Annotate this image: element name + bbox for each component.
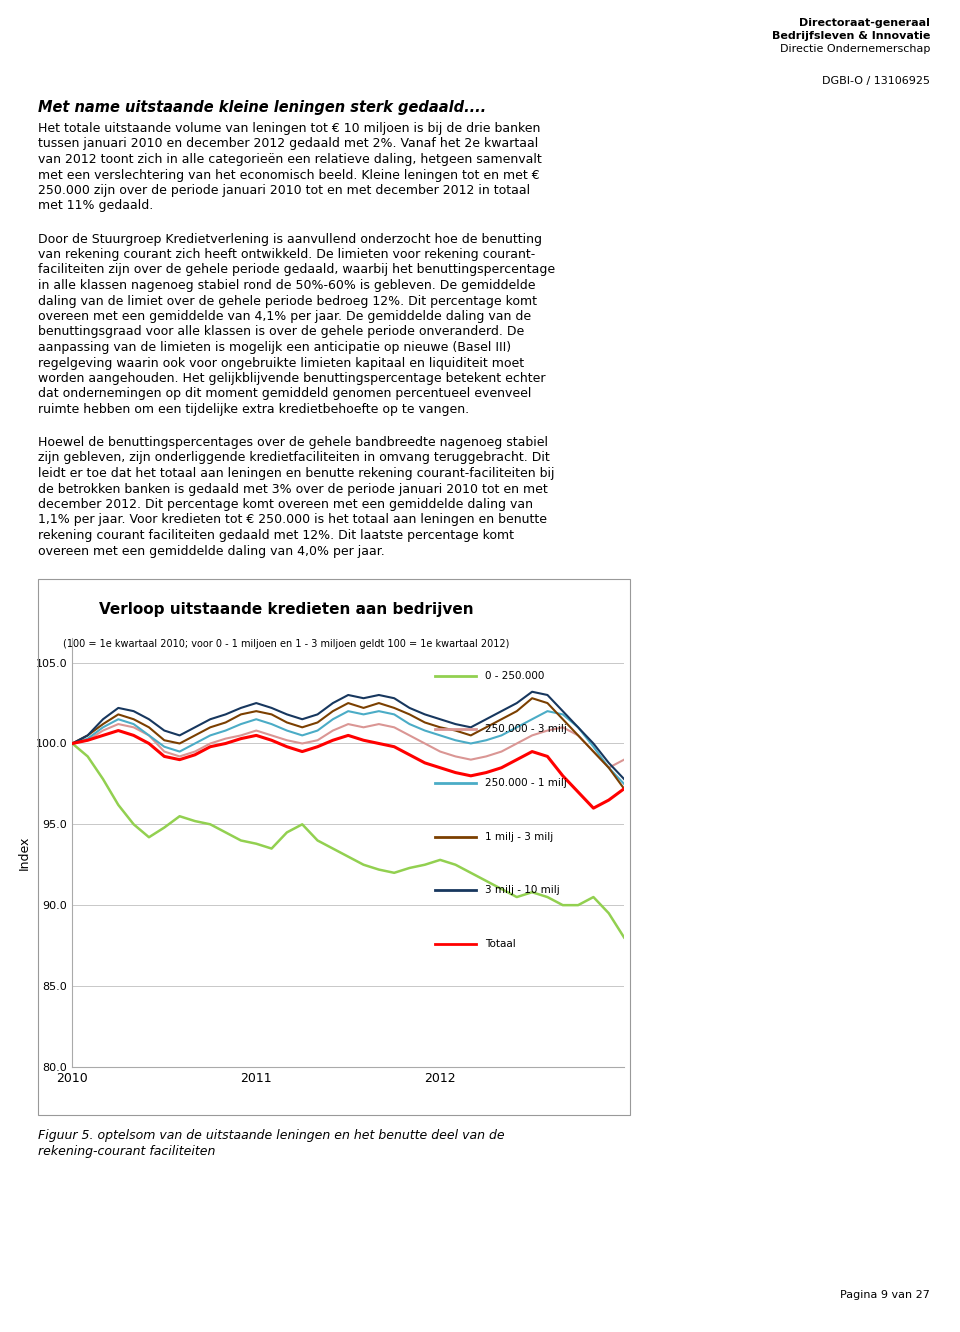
Text: december 2012. Dit percentage komt overeen met een gemiddelde daling van: december 2012. Dit percentage komt overe…: [38, 498, 533, 511]
Text: Totaal: Totaal: [485, 939, 516, 948]
Text: rekening courant faciliteiten gedaald met 12%. Dit laatste percentage komt: rekening courant faciliteiten gedaald me…: [38, 529, 514, 542]
Text: van 2012 toont zich in alle categorieën een relatieve daling, hetgeen samenvalt: van 2012 toont zich in alle categorieën …: [38, 153, 541, 166]
Text: regelgeving waarin ook voor ongebruikte limieten kapitaal en liquiditeit moet: regelgeving waarin ook voor ongebruikte …: [38, 357, 524, 369]
Text: met 11% gedaald.: met 11% gedaald.: [38, 200, 154, 213]
Text: Het totale uitstaande volume van leningen tot € 10 miljoen is bij de drie banken: Het totale uitstaande volume van leninge…: [38, 123, 540, 135]
Text: zijn gebleven, zijn onderliggende kredietfaciliteiten in omvang teruggebracht. D: zijn gebleven, zijn onderliggende kredie…: [38, 452, 550, 465]
Text: 0 - 250.000: 0 - 250.000: [485, 671, 544, 681]
Text: de betrokken banken is gedaald met 3% over de periode januari 2010 tot en met: de betrokken banken is gedaald met 3% ov…: [38, 482, 548, 496]
Text: faciliteiten zijn over de gehele periode gedaald, waarbij het benuttingspercenta: faciliteiten zijn over de gehele periode…: [38, 264, 555, 277]
Text: Directie Ondernemerschap: Directie Ondernemerschap: [780, 44, 930, 55]
Text: leidt er toe dat het totaal aan leningen en benutte rekening courant-faciliteite: leidt er toe dat het totaal aan leningen…: [38, 468, 555, 480]
Text: 250.000 - 3 milj: 250.000 - 3 milj: [485, 725, 566, 734]
Text: aanpassing van de limieten is mogelijk een anticipatie op nieuwe (Basel III): aanpassing van de limieten is mogelijk e…: [38, 341, 511, 354]
Text: dat ondernemingen op dit moment gemiddeld genomen percentueel evenveel: dat ondernemingen op dit moment gemiddel…: [38, 388, 532, 401]
Text: Directoraat-generaal: Directoraat-generaal: [799, 19, 930, 28]
Text: DGBI-O / 13106925: DGBI-O / 13106925: [822, 76, 930, 87]
Text: Met name uitstaande kleine leningen sterk gedaald....: Met name uitstaande kleine leningen ster…: [38, 100, 486, 115]
Text: benuttingsgraad voor alle klassen is over de gehele periode onveranderd. De: benuttingsgraad voor alle klassen is ove…: [38, 325, 524, 338]
Text: in alle klassen nagenoeg stabiel rond de 50%-60% is gebleven. De gemiddelde: in alle klassen nagenoeg stabiel rond de…: [38, 278, 536, 292]
Text: Verloop uitstaande kredieten aan bedrijven: Verloop uitstaande kredieten aan bedrijv…: [99, 602, 474, 617]
Text: Hoewel de benuttingspercentages over de gehele bandbreedte nagenoeg stabiel: Hoewel de benuttingspercentages over de …: [38, 436, 548, 449]
Text: 250.000 - 1 milj: 250.000 - 1 milj: [485, 778, 566, 789]
Text: 3 milj - 10 milj: 3 milj - 10 milj: [485, 884, 560, 895]
Text: ruimte hebben om een tijdelijke extra kredietbehoefte op te vangen.: ruimte hebben om een tijdelijke extra kr…: [38, 404, 469, 416]
Text: (100 = 1e kwartaal 2010; voor 0 - 1 miljoen en 1 - 3 miljoen geldt 100 = 1e kwar: (100 = 1e kwartaal 2010; voor 0 - 1 milj…: [63, 639, 510, 649]
Text: worden aangehouden. Het gelijkblijvende benuttingspercentage betekent echter: worden aangehouden. Het gelijkblijvende …: [38, 372, 545, 385]
Text: Figuur 5. optelsom van de uitstaande leningen en het benutte deel van de: Figuur 5. optelsom van de uitstaande len…: [38, 1130, 505, 1142]
Text: van rekening courant zich heeft ontwikkeld. De limieten voor rekening courant-: van rekening courant zich heeft ontwikke…: [38, 248, 536, 261]
Text: Door de Stuurgroep Kredietverlening is aanvullend onderzocht hoe de benutting: Door de Stuurgroep Kredietverlening is a…: [38, 233, 542, 245]
Text: rekening-courant faciliteiten: rekening-courant faciliteiten: [38, 1144, 215, 1158]
Text: 1,1% per jaar. Voor kredieten tot € 250.000 is het totaal aan leningen en benutt: 1,1% per jaar. Voor kredieten tot € 250.…: [38, 514, 547, 526]
Text: Bedrijfsleven & Innovatie: Bedrijfsleven & Innovatie: [772, 31, 930, 41]
Text: daling van de limiet over de gehele periode bedroeg 12%. Dit percentage komt: daling van de limiet over de gehele peri…: [38, 294, 537, 308]
Text: met een verslechtering van het economisch beeld. Kleine leningen tot en met €: met een verslechtering van het economisc…: [38, 169, 540, 181]
Text: Pagina 9 van 27: Pagina 9 van 27: [840, 1289, 930, 1300]
Text: overeen met een gemiddelde van 4,1% per jaar. De gemiddelde daling van de: overeen met een gemiddelde van 4,1% per …: [38, 310, 531, 322]
Text: 1 milj - 3 milj: 1 milj - 3 milj: [485, 831, 553, 842]
Text: tussen januari 2010 en december 2012 gedaald met 2%. Vanaf het 2e kwartaal: tussen januari 2010 en december 2012 ged…: [38, 137, 539, 151]
Text: 250.000 zijn over de periode januari 2010 tot en met december 2012 in totaal: 250.000 zijn over de periode januari 201…: [38, 184, 530, 197]
Text: overeen met een gemiddelde daling van 4,0% per jaar.: overeen met een gemiddelde daling van 4,…: [38, 545, 385, 558]
Y-axis label: Index: Index: [17, 835, 31, 870]
